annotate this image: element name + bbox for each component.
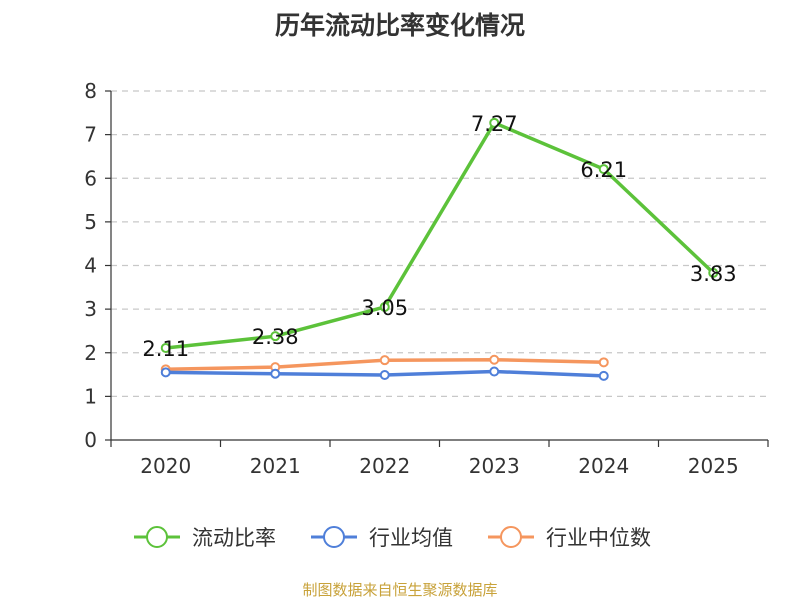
y-tick-label: 0 [84, 428, 97, 452]
data-point [379, 355, 390, 366]
chart-title: 历年流动比率变化情况 [275, 11, 525, 40]
y-tick-label: 6 [84, 166, 97, 190]
data-point [379, 369, 390, 380]
data-label: 3.05 [361, 296, 408, 320]
data-point [270, 368, 281, 379]
series-line-0 [165, 121, 715, 350]
y-tick-label: 1 [84, 384, 97, 408]
data-point [708, 267, 719, 278]
series-layer [160, 117, 719, 381]
legend-swatch-marker [323, 526, 345, 548]
y-tick-label: 8 [84, 79, 97, 103]
data-point [270, 331, 281, 342]
y-tick-label: 7 [84, 123, 97, 147]
x-tick-label: 2025 [688, 454, 739, 478]
x-tick-label: 2021 [250, 454, 301, 478]
y-tick-label: 5 [84, 210, 97, 234]
legend-label: 行业中位数 [546, 526, 651, 550]
data-point [160, 367, 171, 378]
data-point [598, 164, 609, 175]
data-point [489, 354, 500, 365]
data-point [160, 342, 171, 353]
legend-label: 流动比率 [192, 526, 276, 550]
source-note: 制图数据来自恒生聚源数据库 [302, 581, 497, 599]
legend-label: 行业均值 [369, 526, 453, 550]
y-tick-label: 3 [84, 297, 97, 321]
x-tick-label: 2024 [578, 454, 629, 478]
data-label: 2.11 [142, 337, 189, 361]
grid-layer [111, 90, 768, 397]
axis-layer: 0 1 2 3 4 5 6 7 8 2020 2021 2022 2023 2024 2025 [84, 79, 769, 478]
legend-item-0[interactable]: 流动比率 [134, 526, 276, 550]
data-label-layer: 2.11 2.38 3.05 7.27 6.21 3.83 [142, 112, 736, 361]
legend-item-2[interactable]: 行业中位数 [488, 526, 651, 550]
data-point [598, 370, 609, 381]
data-point [489, 366, 500, 377]
data-label: 2.38 [252, 325, 299, 349]
data-point [598, 357, 609, 368]
legend: 流动比率 行业均值 行业中位数 [134, 526, 651, 550]
data-label: 6.21 [580, 158, 627, 182]
x-tick-label: 2023 [469, 454, 520, 478]
y-tick-label: 2 [84, 341, 97, 365]
data-point [379, 301, 390, 312]
data-label: 7.27 [471, 112, 518, 136]
y-tick-label: 4 [84, 254, 97, 278]
data-label: 3.83 [690, 262, 737, 286]
x-tick-label: 2022 [359, 454, 410, 478]
legend-item-1[interactable]: 行业均值 [311, 526, 453, 550]
x-tick-label: 2020 [140, 454, 191, 478]
legend-swatch-marker [146, 526, 168, 548]
legend-swatch-marker [500, 526, 522, 548]
data-point [489, 117, 500, 128]
